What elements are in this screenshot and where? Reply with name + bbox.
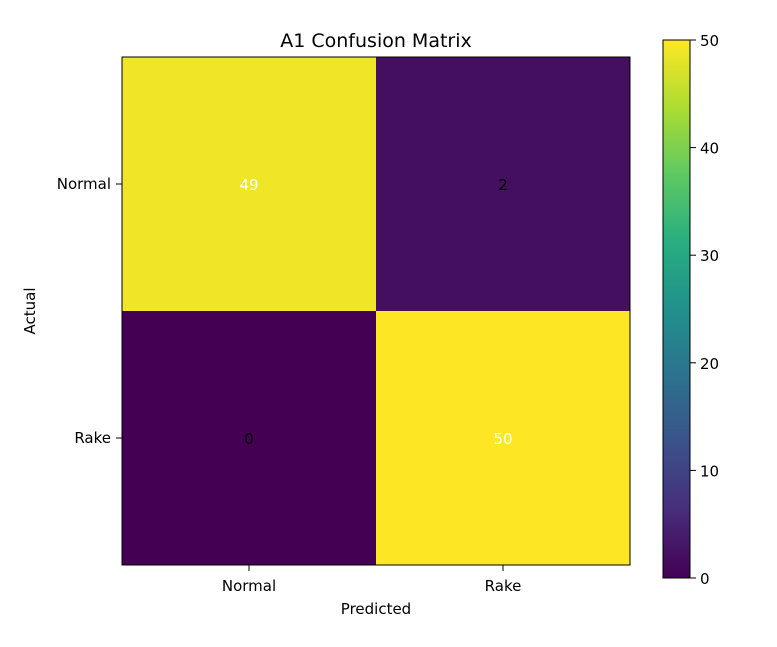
plot-frame [121, 56, 631, 566]
colorbar-tick-label: 30 [700, 247, 719, 265]
cell-value-label: 49 [239, 176, 258, 194]
heatmap-cell [122, 311, 376, 565]
heatmap-cell [376, 311, 630, 565]
chart-title: A1 Confusion Matrix [280, 30, 472, 52]
heatmap-cells [122, 57, 630, 565]
colorbar-tick-label: 50 [700, 32, 719, 50]
x-axis-ticks: Normal Rake [222, 565, 521, 595]
colorbar-tick-label: 0 [700, 570, 710, 588]
x-axis-label: Predicted [341, 600, 411, 618]
x-tick-label: Normal [222, 577, 276, 595]
heatmap-cell [376, 57, 630, 311]
colorbar-tick-label: 20 [700, 355, 719, 373]
colorbar [662, 39, 691, 579]
y-tick-label: Rake [74, 429, 111, 447]
colorbar-tick-label: 40 [700, 140, 719, 158]
y-axis-ticks: Normal Rake [57, 175, 122, 447]
colorbar-tick-label: 10 [700, 462, 719, 480]
y-tick-label: Normal [57, 175, 111, 193]
cell-value-label: 50 [493, 430, 512, 448]
heatmap-cell-labels: 49 2 0 50 [239, 176, 512, 448]
cell-value-label: 0 [244, 430, 254, 448]
cell-value-label: 2 [498, 176, 508, 194]
heatmap-cell [122, 57, 376, 311]
y-axis-label: Actual [21, 288, 39, 335]
x-tick-label: Rake [485, 577, 522, 595]
colorbar-ticks: 0 10 20 30 40 50 [690, 32, 719, 588]
